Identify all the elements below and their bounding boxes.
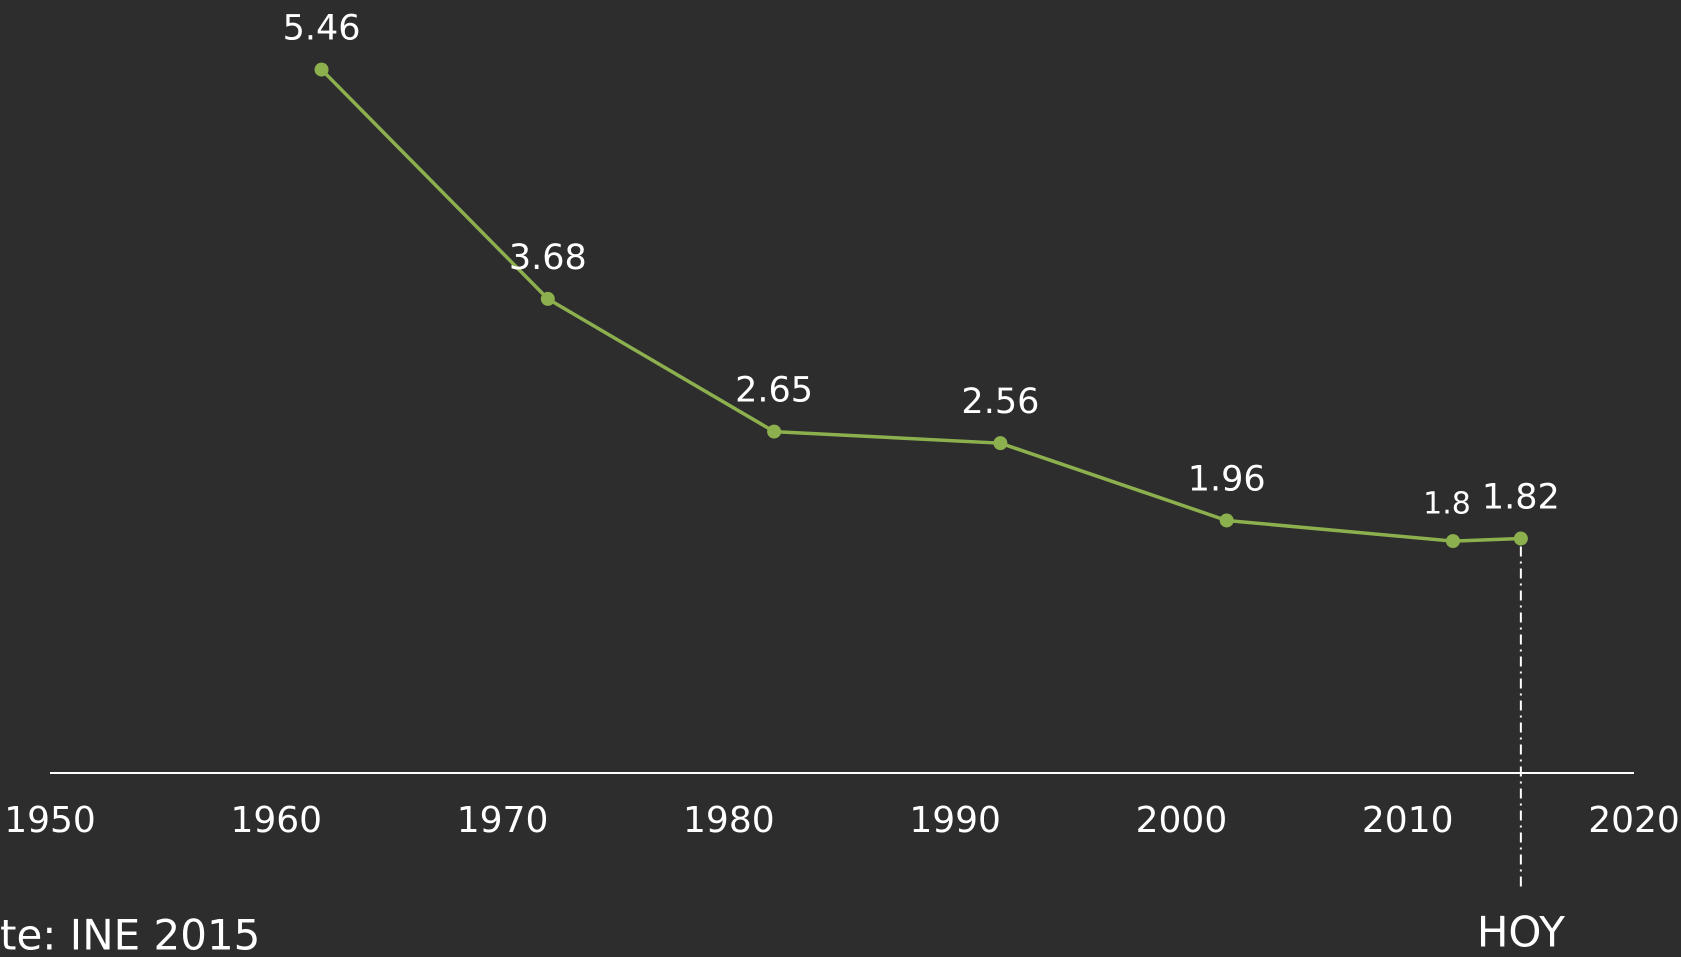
x-tick-label: 2010 (1362, 800, 1454, 841)
data-label: 2.56 (961, 382, 1039, 422)
point (767, 424, 782, 439)
annotation-label: HOY (1477, 908, 1565, 957)
x-tick-label: 1990 (909, 800, 1001, 841)
data-label: 1.96 (1188, 459, 1266, 499)
x-tick-label: 1960 (230, 800, 322, 841)
x-tick-label: 1950 (4, 800, 96, 841)
point (993, 436, 1008, 451)
x-tick-label: 2020 (1588, 800, 1680, 841)
data-label: 2.65 (735, 371, 813, 411)
data-label: 1.8 (1423, 487, 1471, 522)
point (1219, 513, 1234, 528)
x-tick-label: 2000 (1136, 800, 1228, 841)
data-label: 5.46 (283, 9, 361, 49)
point (1513, 531, 1528, 546)
x-tick-label: 1980 (683, 800, 775, 841)
point (540, 291, 555, 306)
data-label: 3.68 (509, 238, 587, 278)
source-note: te: INE 2015 (0, 911, 260, 957)
point (1445, 534, 1460, 549)
x-tick-label: 1970 (457, 800, 549, 841)
point (314, 62, 329, 77)
data-label: 1.82 (1482, 478, 1560, 518)
